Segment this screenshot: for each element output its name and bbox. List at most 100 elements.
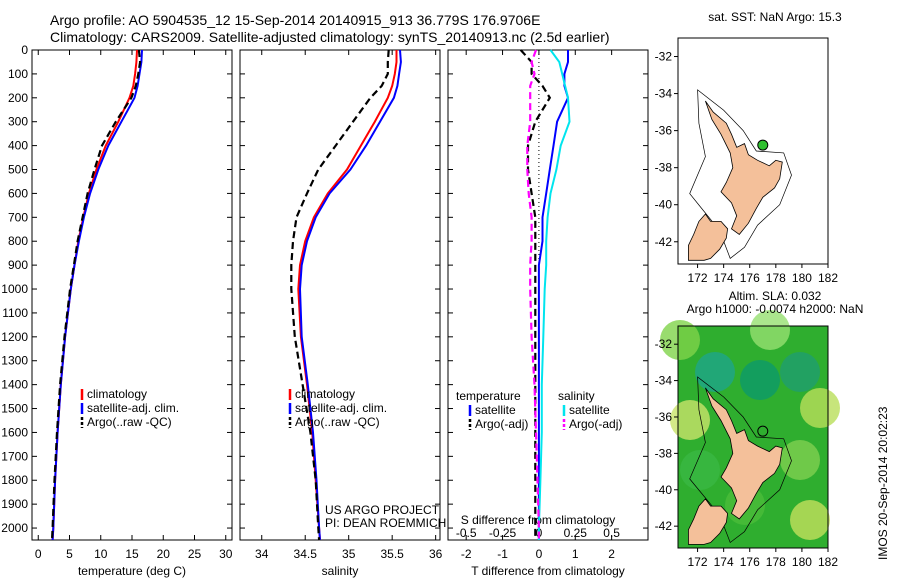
x-tick-label: 1 [572, 547, 579, 561]
y-tick-label: 1300 [1, 354, 28, 368]
sla-blob [780, 440, 820, 480]
map-y-tick-label: -42 [655, 519, 673, 533]
map-y-tick-label: -38 [655, 161, 673, 175]
plot-frame [31, 49, 233, 541]
y-tick-label: 100 [8, 67, 28, 81]
north-island [705, 387, 783, 520]
x-tick-label: 2 [608, 547, 615, 561]
x-tick-label: 5 [66, 547, 73, 561]
map-y-tick-label: -38 [655, 446, 673, 460]
map-y-tick-label: -40 [655, 198, 673, 212]
sla-blob [680, 450, 720, 490]
x-tick-label: 15 [125, 547, 139, 561]
x-tick-label: 25 [188, 547, 202, 561]
map-y-tick-label: -34 [655, 374, 673, 388]
y-tick-label: 1800 [1, 473, 28, 487]
x-tick-label: 34 [255, 547, 269, 561]
y-tick-label: 800 [8, 234, 28, 248]
y-tick-label: 1100 [2, 306, 28, 320]
map-x-tick-label: 182 [818, 555, 838, 569]
x-tick-label: 10 [94, 547, 108, 561]
map-x-tick-label: 176 [740, 555, 760, 569]
sla-blob [695, 352, 735, 392]
header-line-1: Argo profile: AO 5904535_12 15-Sep-2014 … [50, 12, 541, 28]
map-sst: 172 174 176 178 180 182 -32 -34 -36 -38 -40 -42 sat.… [655, 10, 842, 285]
map-y-tick-label: -42 [655, 235, 673, 249]
plot-frame [447, 49, 649, 541]
x-axis-label: salinity [322, 564, 359, 578]
map-x-tick-label: 180 [792, 555, 812, 569]
y-tick-label: 0 [21, 43, 28, 57]
map-y-tick-label: -34 [655, 87, 673, 101]
series-line-satellite-adj-clim- [51, 49, 143, 541]
sla-blob [740, 360, 780, 400]
map-title: sat. SST: NaN Argo: 15.3 [708, 10, 842, 24]
map-x-tick-label: 180 [792, 271, 812, 285]
y-tick-label: 2000 [1, 521, 28, 535]
sla-blob [660, 320, 700, 360]
legend-label: satellite-adj. clim. [295, 401, 387, 415]
y-tick-label: 1000 [1, 282, 28, 296]
x-tick-label-salinity: 0.5 [603, 526, 620, 540]
x-tick-label: -1 [497, 547, 508, 561]
legend-label: Argo(..raw -QC) [87, 415, 172, 429]
map-x-tick-label: 178 [766, 271, 786, 285]
x-tick-label: 34.5 [294, 547, 318, 561]
header-line-2: Climatology: CARS2009. Satellite-adjuste… [50, 29, 610, 45]
float-position-marker [757, 425, 769, 437]
map-y-tick-label: -32 [655, 50, 673, 64]
map-x-tick-label: 174 [714, 555, 734, 569]
map-x-tick-label: 176 [740, 271, 760, 285]
x-tick-label: -2 [461, 547, 472, 561]
depth-contour [689, 376, 792, 544]
series-line-satellite-adj-clim- [298, 49, 402, 541]
x-tick-label: 35.5 [380, 547, 404, 561]
sla-blob [780, 352, 820, 392]
series-line-argo-adj- [519, 49, 552, 540]
x-axis-label: temperature (deg C) [78, 564, 186, 578]
map-x-tick-label: 178 [766, 555, 786, 569]
y-tick-label: 1400 [1, 378, 28, 392]
sla-blob [750, 310, 790, 350]
legend-group-title: salinity [558, 389, 595, 403]
y-tick-label: 700 [8, 210, 28, 224]
series-line-argo-adj- [526, 49, 541, 540]
y-tick-label: 300 [8, 115, 28, 129]
panel-temperature: 0 5 10 15 20 25 300100200300400500600700800900… [1, 43, 232, 578]
south-island [688, 498, 729, 545]
x-tick-label: 20 [157, 547, 171, 561]
map-y-tick-label: -40 [655, 483, 673, 497]
sla-blob [790, 500, 830, 540]
x-tick-label: 0 [35, 547, 42, 561]
y-tick-label: 900 [8, 258, 28, 272]
series-line-argo-raw-qc- [50, 49, 142, 541]
series-line-climatology [297, 50, 398, 541]
x-tick-label: 36 [429, 547, 443, 561]
legend-label: satellite [475, 403, 516, 417]
map-y-tick-label: -36 [655, 410, 673, 424]
y-tick-label: 1500 [1, 402, 28, 416]
legend-label: climatology [87, 387, 147, 401]
map-y-tick-label: -32 [655, 337, 673, 351]
sla-blob [670, 400, 710, 440]
series-line-satellite [537, 50, 570, 540]
map-x-tick-label: 174 [714, 271, 734, 285]
legend-label: Argo(..raw -QC) [295, 415, 380, 429]
x-tick-label-salinity: -0.5 [456, 526, 477, 540]
north-island [705, 100, 783, 235]
map-x-tick-label: 172 [688, 271, 708, 285]
series-line-argo-raw-qc- [290, 49, 390, 541]
map-frame [677, 325, 829, 549]
panel-salinity: 34 34.5 35 35.5 36 salinity US ARGO PROJECTPI:… [239, 49, 446, 578]
x-tick-label-salinity: 0.25 [564, 526, 588, 540]
sla-blob [800, 388, 840, 428]
legend-label: climatology [295, 387, 355, 401]
legend-label: satellite [569, 403, 610, 417]
y-tick-label: 500 [8, 163, 28, 177]
annotation-text: US ARGO PROJECT [325, 503, 440, 517]
y-tick-label: 400 [8, 139, 28, 153]
map-y-tick-label: -36 [655, 124, 673, 138]
series-line-satellite [537, 49, 571, 540]
